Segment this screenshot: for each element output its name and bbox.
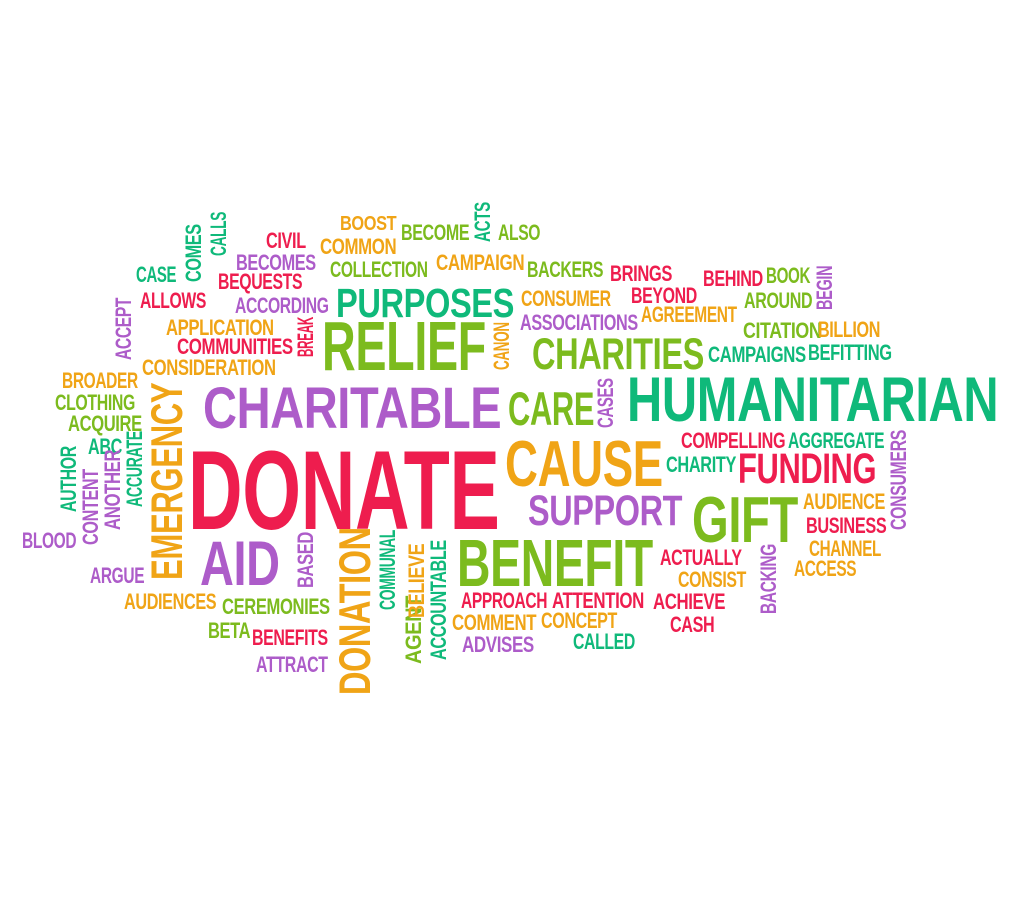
word-benefits: BENEFITS <box>252 625 328 650</box>
word-accurate: ACCURATE <box>122 431 147 507</box>
word-befitting: BEFITTING <box>808 340 892 365</box>
word-begin: BEGIN <box>812 265 837 310</box>
word-audience: AUDIENCE <box>803 489 886 514</box>
word-break: BREAK <box>293 316 318 357</box>
word-relief: RELIEF <box>322 307 486 385</box>
word-funding: FUNDING <box>738 445 877 493</box>
word-argue: ARGUE <box>90 563 145 588</box>
word-communities: COMMUNITIES <box>177 334 293 359</box>
word-donate: DONATE <box>188 428 500 553</box>
word-acts: ACTS <box>470 202 495 242</box>
word-billion: BILLION <box>818 317 881 342</box>
word-attention: ATTENTION <box>552 588 644 613</box>
word-ceremonies: CEREMONIES <box>222 594 330 619</box>
word-citation: CITATION <box>743 318 822 343</box>
word-consideration: CONSIDERATION <box>142 355 276 380</box>
word-audiences: AUDIENCES <box>124 589 217 614</box>
word-approach: APPROACH <box>461 588 548 613</box>
word-beyond: BEYOND <box>631 283 697 308</box>
word-boost: BOOST <box>340 213 397 235</box>
word-communal: COMMUNAL <box>375 529 400 610</box>
word-called: CALLED <box>573 629 635 654</box>
word-campaigns: CAMPAIGNS <box>708 342 806 367</box>
word-cases: CASES <box>593 378 618 428</box>
word-access: ACCESS <box>794 556 857 581</box>
word-compelling: COMPELLING <box>681 428 786 453</box>
word-consist: CONSIST <box>678 567 746 592</box>
word-collection: COLLECTION <box>330 257 428 282</box>
word-acquire: ACQUIRE <box>68 411 142 436</box>
word-book: BOOK <box>766 263 811 288</box>
word-channel: CHANNEL <box>809 536 881 561</box>
word-care: CARE <box>508 382 595 435</box>
word-based: BASED <box>293 532 318 588</box>
word-business: BUSINESS <box>806 513 887 538</box>
word-agreement: AGREEMENT <box>641 302 737 327</box>
word-cause: CAUSE <box>505 427 663 500</box>
word-behind: BEHIND <box>703 266 763 291</box>
word-attract: ATTRACT <box>256 652 328 677</box>
word-consumers: CONSUMERS <box>886 429 911 530</box>
word-consumer: CONSUMER <box>521 286 611 311</box>
word-advises: ADVISES <box>462 632 534 657</box>
word-comes: COMES <box>181 224 206 282</box>
word-associations: ASSOCIATIONS <box>520 310 638 335</box>
word-backing: BACKING <box>756 544 781 614</box>
word-campaign: CAMPAIGN <box>436 250 525 275</box>
word-humanitarian: HUMANITARIAN <box>627 365 999 435</box>
word-bequests: BEQUESTS <box>218 269 303 294</box>
word-abc: ABC <box>88 434 122 459</box>
word-aid: AID <box>200 529 280 599</box>
word-accountable: ACCOUNTABLE <box>426 540 451 660</box>
word-broader: BROADER <box>62 368 138 393</box>
word-becomes: BECOMES <box>236 250 316 275</box>
word-comment: COMMENT <box>452 610 537 635</box>
word-support: SUPPORT <box>528 487 683 535</box>
word-charitable: CHARITABLE <box>203 376 502 441</box>
word-canon: CANON <box>489 322 514 370</box>
word-backers: BACKERS <box>527 257 604 282</box>
word-clothing: CLOTHING <box>55 390 135 415</box>
word-concept: CONCEPT <box>541 608 617 633</box>
word-brings: BRINGS <box>610 261 673 286</box>
word-achieve: ACHIEVE <box>653 589 726 614</box>
word-accept: ACCEPT <box>111 297 136 360</box>
word-civil: CIVIL <box>266 228 306 253</box>
word-allows: ALLOWS <box>140 288 206 313</box>
word-charities: CHARITIES <box>532 329 705 379</box>
word-also: ALSO <box>498 220 541 245</box>
word-application: APPLICATION <box>166 315 274 340</box>
word-gift: GIFT <box>692 483 798 556</box>
word-purposes: PURPOSES <box>336 280 515 326</box>
word-blood: BLOOD <box>22 528 77 553</box>
word-emergency: EMERGENCY <box>142 382 192 580</box>
word-become: BECOME <box>401 220 470 245</box>
word-common: COMMON <box>320 234 397 259</box>
word-case: CASE <box>136 262 177 287</box>
word-according: ACCORDING <box>235 293 329 318</box>
word-actually: ACTUALLY <box>660 545 742 570</box>
word-calls: CALLS <box>206 211 231 256</box>
word-charity: CHARITY <box>666 452 736 477</box>
word-aggregate: AGGREGATE <box>788 428 885 453</box>
word-cash: CASH <box>670 612 715 637</box>
word-benefit: BENEFIT <box>457 526 653 601</box>
word-donation: DONATION <box>330 527 380 695</box>
word-beta: BETA <box>208 618 251 643</box>
word-around: AROUND <box>744 288 813 313</box>
word-another: ANOTHER <box>100 449 125 530</box>
